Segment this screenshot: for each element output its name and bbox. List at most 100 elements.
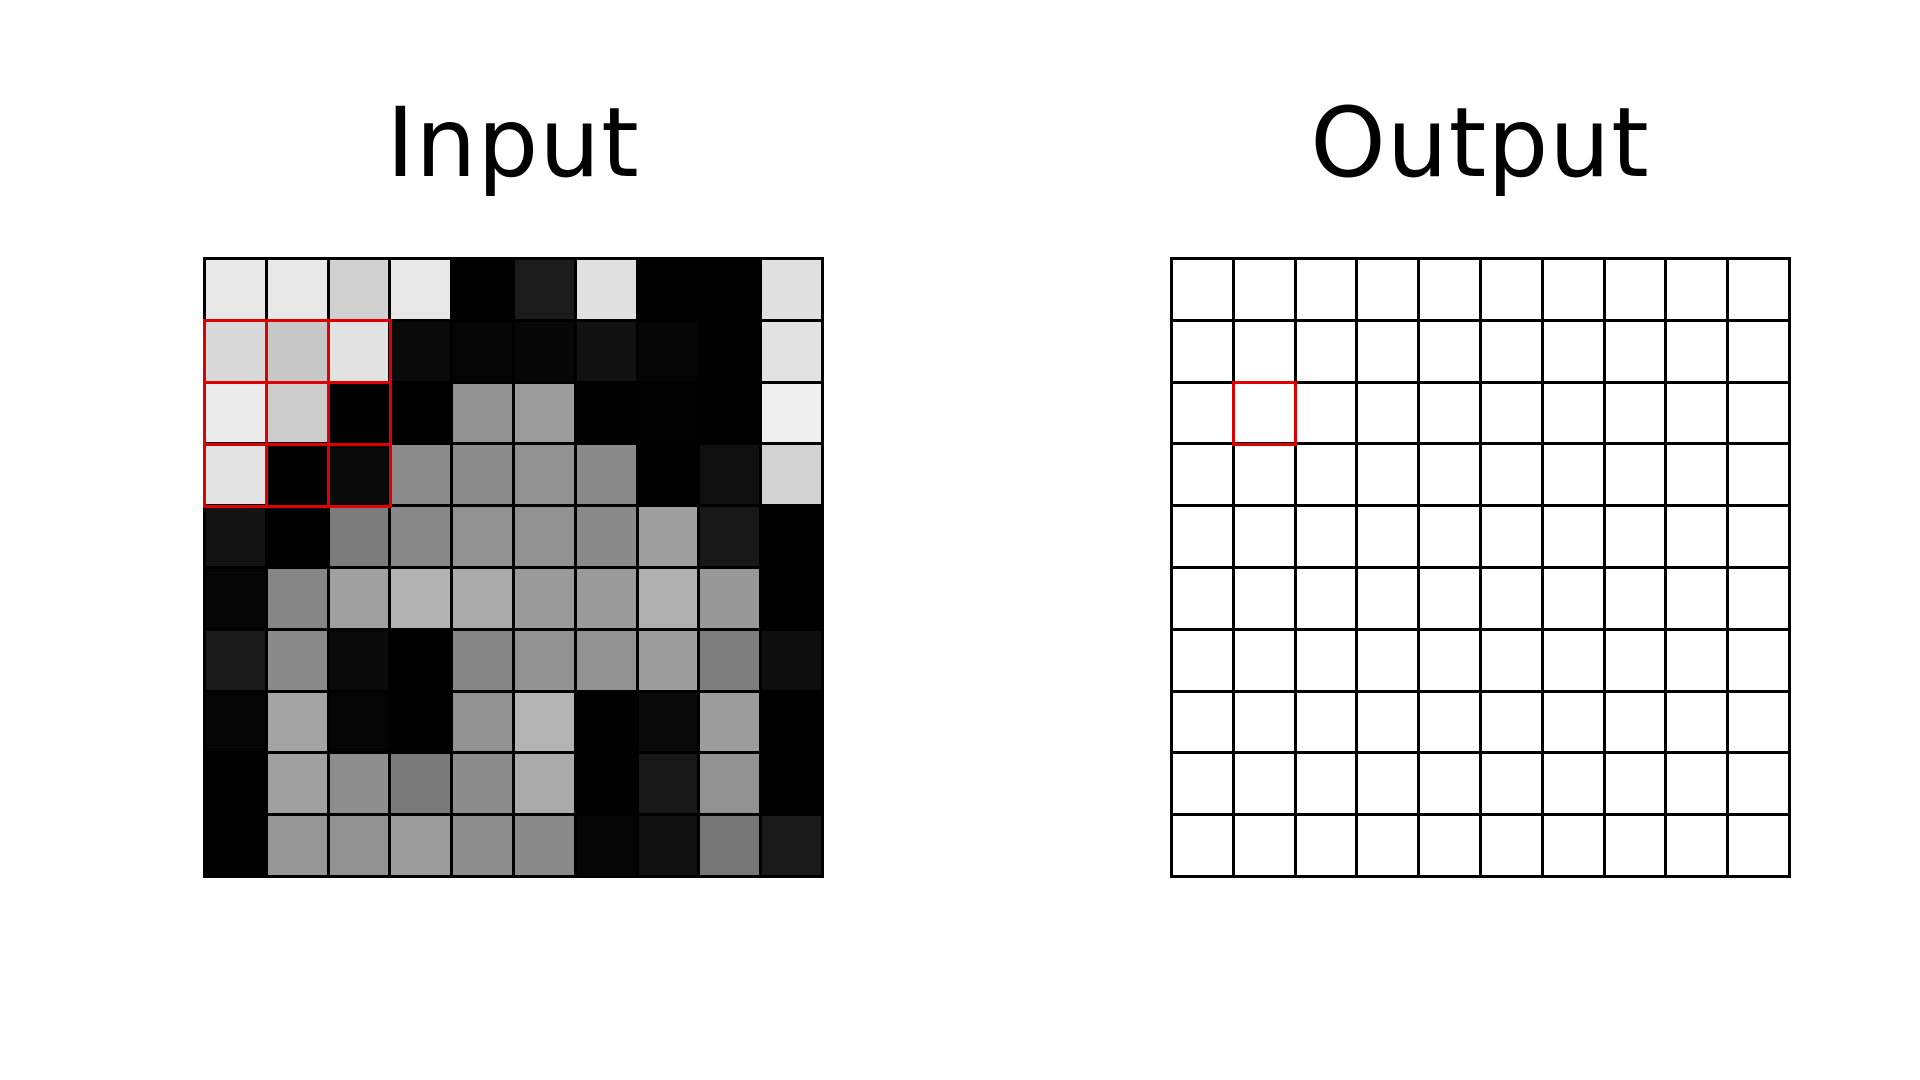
input-cell — [635, 504, 698, 566]
output-cell — [1293, 751, 1356, 814]
output-cell — [1664, 689, 1727, 752]
input-cell — [388, 380, 451, 443]
input-cell — [511, 751, 574, 814]
output-cell — [1231, 380, 1294, 443]
output-cell — [1540, 504, 1603, 566]
output-cell — [1170, 380, 1232, 443]
output-cell — [1540, 318, 1603, 381]
output-cell — [1664, 813, 1727, 875]
input-cell — [450, 565, 512, 628]
output-cell — [1726, 565, 1788, 628]
input-cell — [450, 689, 512, 752]
input-title: Input — [386, 87, 640, 199]
output-cell — [1664, 257, 1727, 319]
input-cell — [759, 813, 821, 875]
output-cell — [1231, 689, 1294, 752]
input-cell — [450, 751, 512, 814]
input-cell — [264, 627, 327, 690]
output-cell — [1602, 380, 1665, 443]
input-cell — [697, 751, 760, 814]
output-cell — [1293, 689, 1356, 752]
input-grid-panel — [203, 257, 824, 878]
input-cell — [511, 380, 574, 443]
output-cell — [1170, 627, 1232, 690]
output-grid-panel — [1170, 257, 1791, 878]
output-cell — [1417, 504, 1479, 566]
output-title: Output — [1310, 87, 1650, 199]
output-cell — [1664, 751, 1727, 814]
output-cell — [1664, 627, 1727, 690]
output-cell — [1664, 318, 1727, 381]
output-cell — [1293, 627, 1356, 690]
output-grid — [1170, 257, 1791, 878]
input-cell — [326, 565, 389, 628]
input-cell — [388, 442, 451, 505]
output-cell — [1231, 565, 1294, 628]
input-cell — [573, 689, 636, 752]
input-cell — [264, 442, 327, 505]
input-cell — [635, 813, 698, 875]
input-cell — [203, 627, 265, 690]
input-cell — [697, 504, 760, 566]
input-cell — [388, 813, 451, 875]
output-cell — [1540, 751, 1603, 814]
input-cell — [635, 318, 698, 381]
input-cell — [511, 504, 574, 566]
input-cell — [759, 318, 821, 381]
input-cell — [203, 813, 265, 875]
input-cell — [759, 442, 821, 505]
output-cell — [1602, 442, 1665, 505]
input-cell — [203, 689, 265, 752]
output-cell — [1602, 689, 1665, 752]
input-cell — [511, 318, 574, 381]
output-cell — [1726, 627, 1788, 690]
output-cell — [1602, 813, 1665, 875]
output-cell — [1726, 813, 1788, 875]
output-cell — [1726, 751, 1788, 814]
input-cell — [326, 751, 389, 814]
output-cell — [1540, 627, 1603, 690]
input-cell — [759, 689, 821, 752]
output-cell — [1231, 751, 1294, 814]
output-cell — [1664, 565, 1727, 628]
input-cell — [450, 442, 512, 505]
output-cell — [1664, 380, 1727, 443]
input-grid — [203, 257, 824, 878]
output-cell — [1726, 380, 1788, 443]
input-cell — [203, 565, 265, 628]
output-cell — [1478, 751, 1541, 814]
output-cell — [1170, 565, 1232, 628]
input-cell — [759, 257, 821, 319]
input-cell — [697, 380, 760, 443]
output-cell — [1726, 689, 1788, 752]
input-cell — [511, 627, 574, 690]
input-cell — [326, 504, 389, 566]
output-cell — [1478, 318, 1541, 381]
input-cell — [759, 751, 821, 814]
input-cell — [203, 442, 265, 505]
input-cell — [264, 565, 327, 628]
output-cell — [1726, 318, 1788, 381]
output-cell — [1726, 504, 1788, 566]
input-cell — [203, 751, 265, 814]
input-cell — [450, 504, 512, 566]
output-cell — [1293, 318, 1356, 381]
output-cell — [1602, 565, 1665, 628]
input-cell — [573, 751, 636, 814]
input-cell — [326, 318, 389, 381]
output-cell — [1231, 442, 1294, 505]
output-cell — [1355, 442, 1418, 505]
input-cell — [450, 627, 512, 690]
output-cell — [1355, 627, 1418, 690]
input-cell — [326, 442, 389, 505]
input-cell — [388, 257, 451, 319]
input-cell — [573, 380, 636, 443]
input-cell — [264, 380, 327, 443]
output-cell — [1170, 318, 1232, 381]
output-cell — [1355, 318, 1418, 381]
input-cell — [759, 504, 821, 566]
output-cell — [1417, 751, 1479, 814]
output-cell — [1355, 504, 1418, 566]
output-cell — [1726, 257, 1788, 319]
input-cell — [697, 257, 760, 319]
